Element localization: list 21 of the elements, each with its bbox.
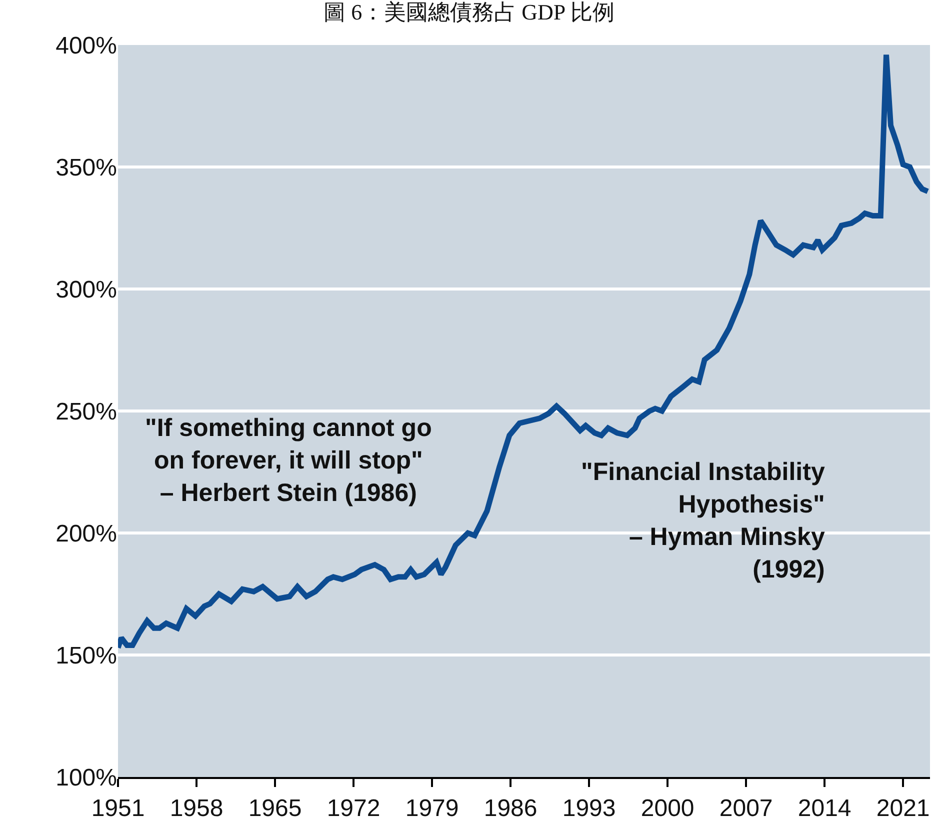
y-tick-label: 100%	[56, 764, 117, 792]
y-tick-label: 400%	[56, 32, 117, 60]
x-tick-label: 1951	[91, 794, 145, 822]
annotation: "If something cannot go on forever, it will stop" – Herbert Stein (1986)	[145, 414, 432, 507]
y-tick-label: 150%	[56, 642, 117, 670]
annotation: "Financial Instability Hypothesis" – Hyman Minsky (1992)	[581, 458, 825, 584]
chart-title: 圖 6：美國總債務占 GDP 比例	[324, 0, 614, 25]
x-tick-label: 2021	[876, 794, 930, 822]
x-tick-label: 1958	[170, 794, 224, 822]
y-tick-label: 300%	[56, 276, 117, 304]
y-tick-label: 350%	[56, 154, 117, 182]
x-tick-label: 2007	[719, 794, 773, 822]
x-tick-label: 2000	[640, 794, 694, 822]
x-tick-label: 2014	[798, 794, 852, 822]
x-tick-label: 1993	[562, 794, 616, 822]
y-tick-label: 250%	[56, 398, 117, 426]
x-tick-label: 1972	[326, 794, 380, 822]
x-tick-label: 1965	[248, 794, 302, 822]
x-tick-label: 1986	[484, 794, 538, 822]
x-tick-label: 1979	[405, 794, 459, 822]
y-tick-label: 200%	[56, 520, 117, 548]
